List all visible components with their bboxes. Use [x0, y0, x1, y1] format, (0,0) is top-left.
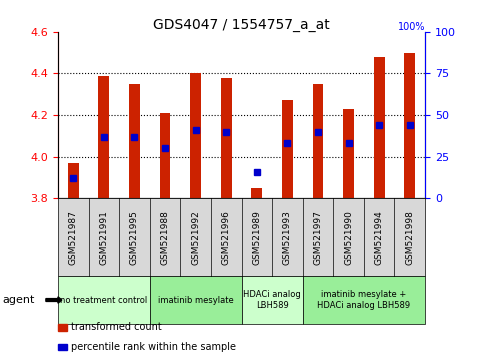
Bar — [129, 84, 140, 198]
Text: GSM521989: GSM521989 — [252, 210, 261, 265]
Text: GSM521991: GSM521991 — [99, 210, 108, 265]
Text: imatinib mesylate +
HDACi analog LBH589: imatinib mesylate + HDACi analog LBH589 — [317, 290, 411, 310]
Text: imatinib mesylate: imatinib mesylate — [158, 296, 233, 304]
Text: GSM521988: GSM521988 — [160, 210, 170, 265]
Text: GSM521992: GSM521992 — [191, 210, 200, 264]
Text: GSM521996: GSM521996 — [222, 210, 231, 265]
Text: GSM521995: GSM521995 — [130, 210, 139, 265]
Text: percentile rank within the sample: percentile rank within the sample — [71, 342, 236, 352]
Bar — [374, 57, 384, 198]
Bar — [99, 75, 109, 198]
Bar — [282, 101, 293, 198]
Bar — [252, 188, 262, 198]
Text: HDACi analog
LBH589: HDACi analog LBH589 — [243, 290, 301, 310]
Text: 100%: 100% — [398, 22, 425, 32]
Text: GSM521987: GSM521987 — [69, 210, 78, 265]
Text: agent: agent — [2, 295, 35, 305]
Text: GSM521994: GSM521994 — [375, 210, 384, 264]
Bar — [221, 78, 231, 198]
Text: GDS4047 / 1554757_a_at: GDS4047 / 1554757_a_at — [153, 18, 330, 32]
Bar — [68, 163, 79, 198]
Text: transformed count: transformed count — [71, 322, 161, 332]
Bar — [313, 84, 323, 198]
Bar — [190, 73, 201, 198]
Bar — [160, 113, 170, 198]
Text: no treatment control: no treatment control — [60, 296, 147, 304]
Text: GSM521990: GSM521990 — [344, 210, 353, 265]
Text: GSM521998: GSM521998 — [405, 210, 414, 265]
Bar — [404, 53, 415, 198]
Text: GSM521993: GSM521993 — [283, 210, 292, 265]
Bar — [343, 109, 354, 198]
Text: GSM521997: GSM521997 — [313, 210, 323, 265]
